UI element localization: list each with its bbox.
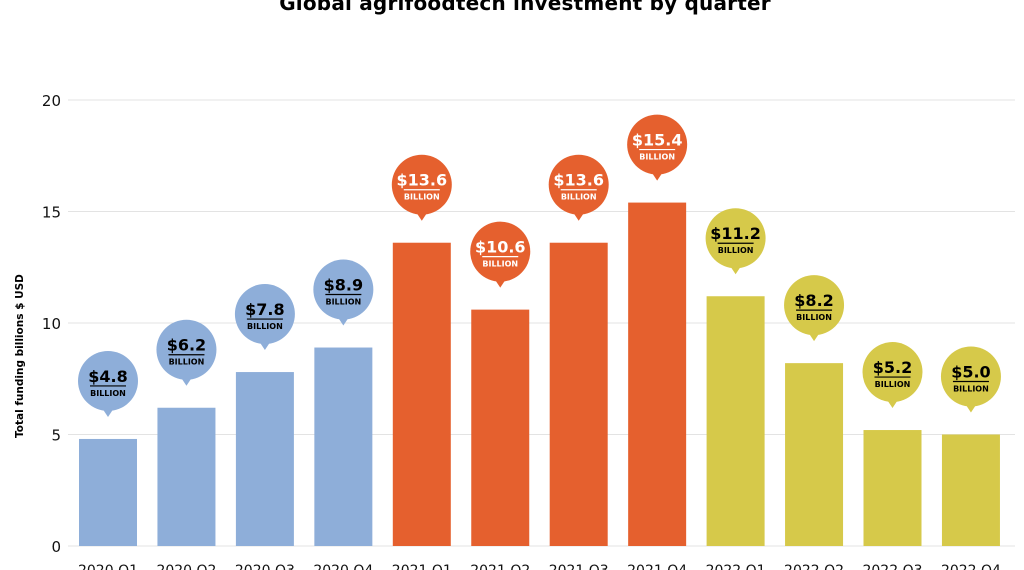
x-tick-label: 2022 Q4 xyxy=(941,563,1001,570)
y-tick-label: 15 xyxy=(42,204,61,222)
data-label-value: $5.0 xyxy=(951,363,990,382)
bar xyxy=(628,202,687,546)
data-label-value: $10.6 xyxy=(475,238,526,257)
data-label-bubble xyxy=(156,319,217,380)
data-label-unit: BILLION xyxy=(796,313,832,322)
bar xyxy=(706,296,765,546)
y-tick-label: 10 xyxy=(42,315,61,333)
data-label-value: $13.6 xyxy=(396,171,447,190)
data-label-pointer xyxy=(572,211,585,221)
y-tick-label: 20 xyxy=(42,92,61,110)
data-label-unit: BILLION xyxy=(875,380,911,389)
y-tick-label: 5 xyxy=(51,427,61,445)
x-tick-label: 2021 Q1 xyxy=(392,563,452,570)
x-tick-label: 2020 Q3 xyxy=(235,563,295,570)
data-label-bubble xyxy=(234,284,295,345)
data-label-unit: BILLION xyxy=(247,322,283,331)
y-tick-label: 0 xyxy=(51,538,61,556)
data-label-bubble xyxy=(627,114,688,175)
data-label-unit: BILLION xyxy=(639,153,675,162)
data-label-bubble xyxy=(940,346,1001,407)
x-tick-label: 2021 Q4 xyxy=(627,563,687,570)
x-tick-label: 2022 Q1 xyxy=(706,563,766,570)
data-label-bubble xyxy=(78,350,138,411)
data-label-bubble xyxy=(862,342,923,403)
bar xyxy=(392,242,451,546)
bar xyxy=(471,309,530,546)
data-label-pointer xyxy=(415,211,428,221)
data-label-bubble xyxy=(313,259,374,320)
data-label-bubble xyxy=(784,275,845,336)
data-label-pointer xyxy=(337,316,350,326)
data-label-unit: BILLION xyxy=(169,358,205,367)
x-tick-label: 2020 Q2 xyxy=(156,563,216,570)
data-label-value: $5.2 xyxy=(873,358,912,377)
data-label-value: $6.2 xyxy=(167,336,206,355)
data-label-pointer xyxy=(180,376,193,386)
x-tick-label: 2021 Q3 xyxy=(549,563,609,570)
data-label-bubble xyxy=(548,154,609,215)
x-tick-label: 2022 Q2 xyxy=(784,563,844,570)
data-label-unit: BILLION xyxy=(482,260,518,269)
data-label-unit: BILLION xyxy=(561,193,597,202)
data-label-unit: BILLION xyxy=(325,298,361,307)
data-label-value: $8.2 xyxy=(794,291,833,310)
data-label-value: $13.6 xyxy=(553,171,604,190)
data-label-pointer xyxy=(964,403,977,413)
data-label-value: $7.8 xyxy=(245,300,284,319)
data-label-pointer xyxy=(808,332,821,342)
bar xyxy=(314,347,373,546)
data-label-pointer xyxy=(258,341,271,351)
bar xyxy=(235,372,294,546)
bar xyxy=(79,438,137,546)
data-label-pointer xyxy=(651,171,664,181)
x-tick-label: 2020 Q1 xyxy=(78,563,138,570)
bar xyxy=(863,430,922,546)
data-label-pointer xyxy=(494,278,507,288)
bar xyxy=(785,363,844,546)
data-label-value: $15.4 xyxy=(632,131,683,150)
data-label-bubble xyxy=(391,154,452,215)
data-label-unit: BILLION xyxy=(404,193,440,202)
data-label-unit: BILLION xyxy=(953,385,989,394)
data-label-bubble xyxy=(470,221,531,282)
data-label-value: $4.8 xyxy=(88,367,127,386)
chart-title: Global agrifoodtech investment by quarte… xyxy=(279,0,771,15)
x-tick-label: 2022 Q3 xyxy=(862,563,922,570)
data-label-value: $8.9 xyxy=(324,276,363,295)
data-label-bubble xyxy=(705,208,766,269)
x-tick-label: 2020 Q4 xyxy=(313,563,373,570)
bar xyxy=(157,407,216,546)
data-label-pointer xyxy=(102,407,114,417)
bar xyxy=(941,434,1000,546)
bar xyxy=(549,242,608,546)
data-label-unit: BILLION xyxy=(718,246,754,255)
data-label-value: $11.2 xyxy=(710,224,761,243)
data-label-pointer xyxy=(886,399,899,409)
data-label-unit: BILLION xyxy=(90,389,126,398)
data-label-pointer xyxy=(729,265,742,275)
x-tick-label: 2021 Q2 xyxy=(470,563,530,570)
